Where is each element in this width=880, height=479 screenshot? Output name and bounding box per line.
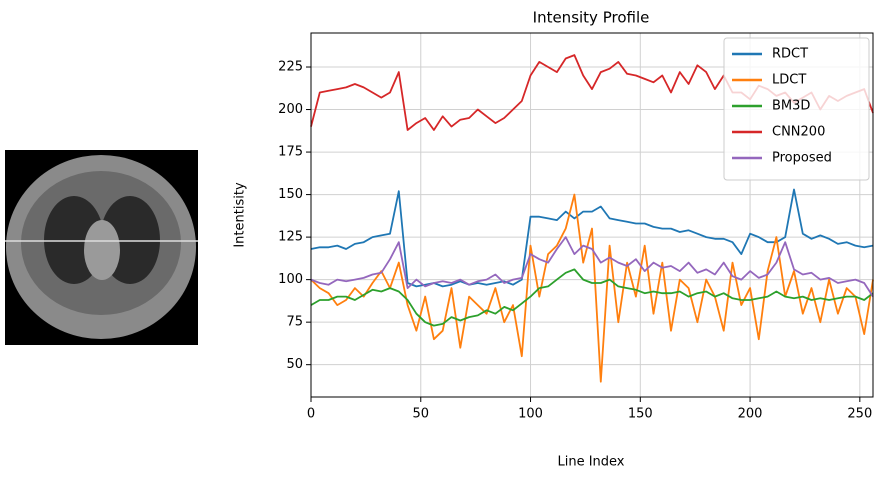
legend-box xyxy=(723,37,870,181)
legend-label: CNN200 xyxy=(772,125,825,140)
legend-label: RDCT xyxy=(772,47,808,62)
plot-frame xyxy=(310,32,874,398)
y-tick-label: 100 xyxy=(278,272,303,287)
data-line xyxy=(310,236,874,298)
legend-label: BM3D xyxy=(772,99,810,114)
x-tick-label: 100 xyxy=(518,407,543,422)
y-tick-label: 150 xyxy=(278,187,303,202)
x-tick-label: 200 xyxy=(738,407,763,422)
x-axis-label: Line Index xyxy=(557,455,624,470)
data-line xyxy=(310,268,874,327)
y-axis-label: Intentisity xyxy=(233,182,248,248)
x-tick-label: 50 xyxy=(412,407,429,422)
y-tick-label: 125 xyxy=(278,230,303,245)
y-tick-label: 175 xyxy=(278,145,303,160)
x-tick-label: 250 xyxy=(847,407,872,422)
legend-label: LDCT xyxy=(772,73,806,88)
ct-heart xyxy=(84,220,120,280)
x-tick-label: 150 xyxy=(628,407,653,422)
y-tick-label: 50 xyxy=(286,357,303,372)
data-line xyxy=(310,188,874,288)
y-tick-label: 75 xyxy=(286,315,303,330)
ct-image xyxy=(5,150,198,345)
x-tick-label: 0 xyxy=(307,407,315,422)
chart-title: Intensity Profile xyxy=(533,9,650,27)
y-tick-label: 225 xyxy=(278,60,303,75)
legend-label: Proposed xyxy=(772,151,832,166)
y-tick-label: 200 xyxy=(278,102,303,117)
